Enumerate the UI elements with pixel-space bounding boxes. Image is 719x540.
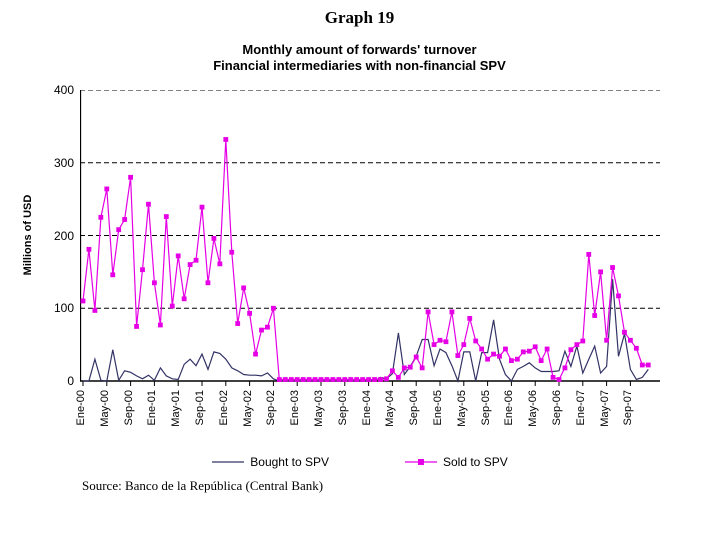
x-tick-label: Ene-04 (360, 390, 373, 426)
chart-title-line-1: Monthly amount of forwards' turnover (242, 42, 477, 57)
sold-line-sample-icon (405, 459, 437, 465)
x-tick-label: Sep-01 (194, 390, 206, 426)
x-tick-label: May-01 (170, 390, 183, 427)
bought-line-sample-icon (212, 461, 245, 463)
x-tick-label: Sep-07 (622, 390, 635, 426)
y-tick-label: 0 (67, 374, 74, 388)
x-tick-label: May-03 (313, 390, 325, 427)
x-tick-label: Ene-02 (217, 390, 230, 426)
legend-item-bought: Bought to SPV (211, 455, 329, 469)
y-tick-label: 400 (53, 83, 74, 97)
x-tick-label: May-04 (384, 390, 397, 427)
x-tick-label: Sep-04 (408, 390, 421, 426)
x-tick-label: Ene-07 (574, 390, 587, 426)
x-tick-label: May-06 (527, 390, 540, 427)
x-tick-label: May-00 (98, 390, 111, 427)
x-tick-label: May-02 (241, 390, 254, 427)
x-tick-label: Ene-05 (432, 390, 444, 426)
x-tick-label: May-05 (455, 390, 468, 427)
x-tick-label: Ene-06 (503, 390, 516, 426)
legend-label-bought: Bought to SPV (250, 455, 329, 469)
x-tick-label: Ene-03 (289, 390, 302, 426)
plot-area (80, 90, 660, 386)
x-tick-label: Ene-01 (146, 390, 159, 426)
x-tick-label: Sep-05 (479, 390, 492, 426)
chart-title: Monthly amount of forwards' turnover Fin… (0, 42, 719, 74)
x-tick-label: Sep-06 (551, 390, 563, 426)
x-tick-label: Sep-00 (122, 390, 135, 426)
legend-label-sold: Sold to SPV (443, 455, 508, 469)
y-axis-title: Millions of USD (22, 194, 34, 276)
legend-item-sold: Sold to SPV (404, 455, 508, 469)
source-note: Source: Banco de la República (Central B… (82, 478, 324, 493)
chart-legend: Bought to SPV Sold to SPV (0, 455, 719, 469)
x-tick-label: Ene-00 (75, 390, 87, 426)
chart-title-line-2: Financial intermediaries with non-financ… (213, 58, 506, 73)
y-tick-label: 200 (53, 228, 74, 243)
y-tick-label: 100 (53, 301, 74, 316)
x-tick-label: Sep-03 (336, 390, 349, 426)
y-tick-label: 300 (53, 155, 74, 170)
page-title: Graph 19 (324, 8, 395, 27)
x-tick-label: Sep-02 (265, 390, 278, 426)
x-tick-label: May-07 (598, 390, 611, 427)
